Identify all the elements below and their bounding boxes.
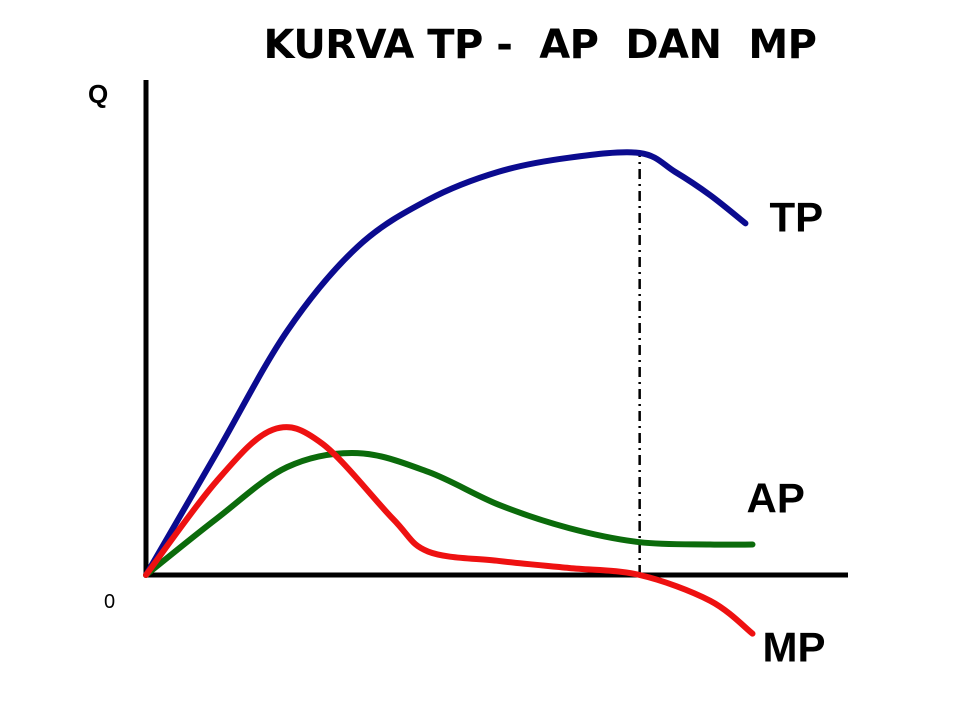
y-axis-label: Q (88, 79, 108, 109)
chart-title: KURVA TP - AP DAN MP (263, 22, 817, 68)
series-ap-label: AP (746, 475, 804, 522)
series-mp-line (143, 424, 756, 637)
series-mp-label: MP (762, 624, 825, 671)
series-ap-line (143, 450, 756, 578)
series-tp-line (143, 149, 749, 578)
origin-label: 0 (104, 591, 115, 613)
series-tp-label: TP (769, 193, 823, 240)
